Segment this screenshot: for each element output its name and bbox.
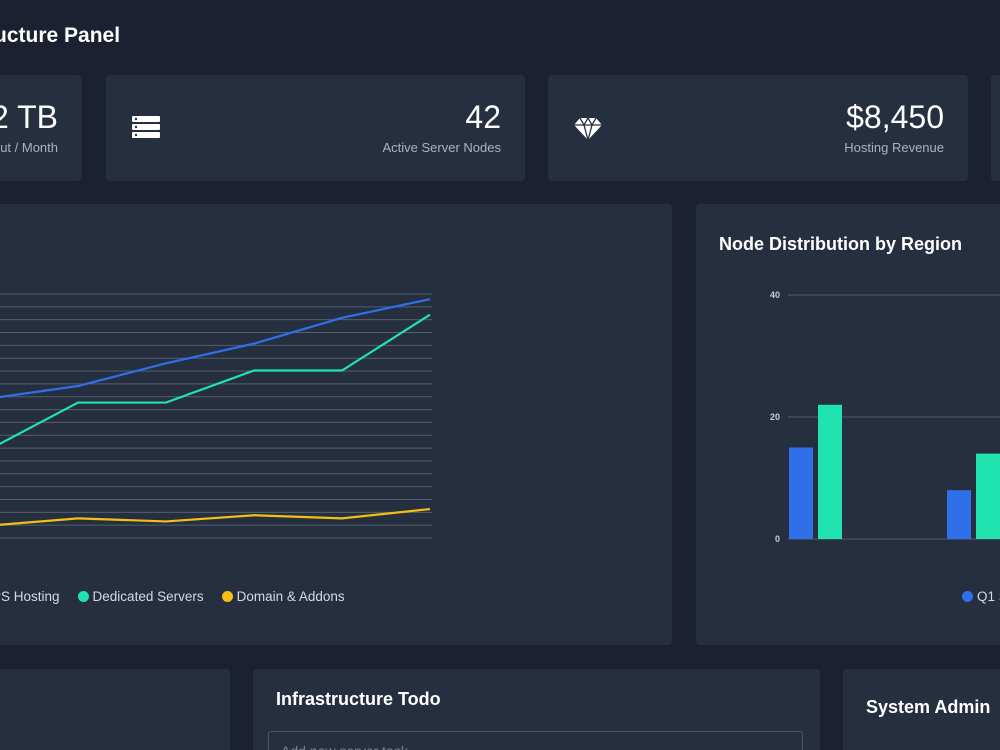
line-chart: [0, 293, 432, 539]
stat-card-nodes: 42 Active Server Nodes: [106, 75, 525, 181]
stat-label: Hosting Revenue: [844, 140, 944, 155]
revenue-line-chart-panel: VPS Hosting Dedicated Servers Domain & A…: [0, 204, 672, 645]
stat-label: ut / Month: [0, 140, 58, 155]
y-tick-label: 0: [775, 534, 780, 544]
legend-label-vps[interactable]: VPS Hosting: [0, 589, 60, 604]
legend-label-dedicated[interactable]: Dedicated Servers: [92, 589, 204, 604]
legend-label-domain[interactable]: Domain & Addons: [236, 589, 345, 604]
bar[interactable]: [789, 447, 813, 540]
stat-value: 42: [465, 99, 501, 135]
line-chart-legend: VPS Hosting Dedicated Servers Domain & A…: [0, 589, 345, 604]
legend-label-q1[interactable]: Q1 S: [977, 589, 1000, 604]
legend-dot-yellow: [221, 591, 233, 602]
todo-input[interactable]: [268, 731, 803, 750]
stat-card-partial: [991, 75, 1000, 181]
stat-label: Active Server Nodes: [382, 140, 502, 155]
page-title: ucture Panel: [0, 24, 121, 47]
admin-title: System Admin: [866, 697, 991, 717]
node-distribution-panel: Node Distribution by Region 0 20 40 Q1 S: [696, 204, 1000, 645]
bar-chart-title: Node Distribution by Region: [719, 234, 962, 254]
legend-dot-q1: [962, 591, 973, 602]
series-line-1: [0, 313, 431, 446]
stat-value: 2 TB: [0, 99, 58, 135]
todo-panel: Infrastructure Todo: [253, 669, 820, 750]
bar[interactable]: [818, 404, 842, 539]
server-icon: [132, 116, 160, 138]
bottom-left-panel: [0, 669, 230, 750]
bar-chart: 0 20 40: [770, 290, 1000, 544]
bar-chart-legend: Q1 S: [962, 589, 1000, 604]
series-line-0: [0, 298, 431, 399]
series-line-2: [0, 507, 431, 526]
stat-card-revenue: $8,450 Hosting Revenue: [548, 75, 968, 181]
todo-title: Infrastructure Todo: [276, 689, 441, 709]
y-tick-label: 40: [770, 290, 780, 300]
admin-panel: System Admin: [843, 669, 1000, 750]
stat-value: $8,450: [846, 99, 944, 135]
stat-card-traffic: 2 TB ut / Month: [0, 75, 82, 181]
diamond-icon: [574, 116, 602, 143]
bar[interactable]: [947, 490, 971, 539]
legend-dot-teal: [77, 591, 89, 602]
y-tick-label: 20: [770, 412, 780, 422]
bar[interactable]: [976, 453, 1000, 539]
